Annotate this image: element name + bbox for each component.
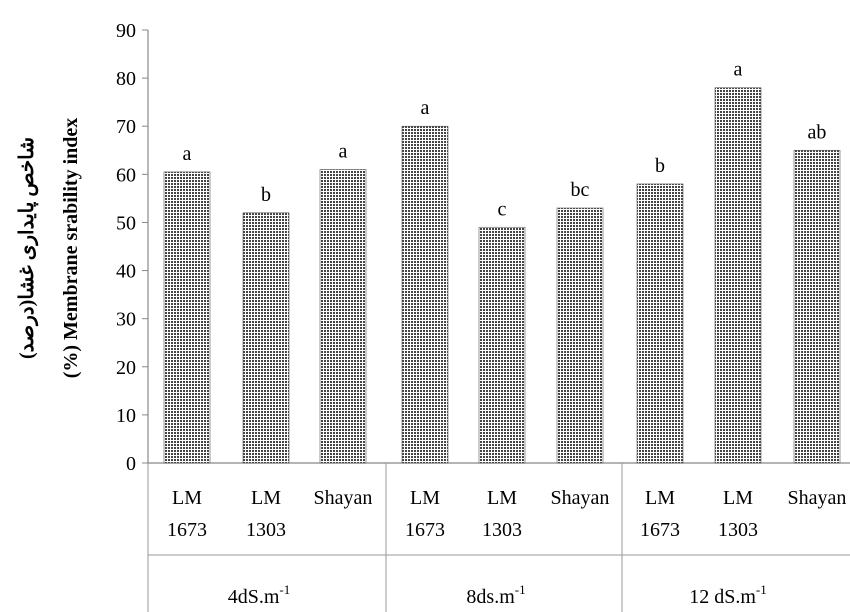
group-label: 12 dS.m-1 xyxy=(689,582,767,608)
category-label-line1: LM xyxy=(410,487,440,509)
y-tick-label: 70 xyxy=(116,116,136,138)
y-tick-label: 60 xyxy=(116,164,136,186)
bar xyxy=(714,87,762,464)
group-label: 8ds.m-1 xyxy=(466,582,525,608)
bars xyxy=(163,87,841,464)
category-label-line1: LM xyxy=(251,487,281,509)
bar xyxy=(401,125,449,464)
bar xyxy=(793,149,841,464)
bar xyxy=(478,226,526,464)
category-label-line1: Shayan xyxy=(314,487,373,509)
bar xyxy=(319,169,367,464)
y-tick-label: 30 xyxy=(116,309,136,331)
category-label-line2: 1673 xyxy=(167,519,207,541)
category-label-line2: 1303 xyxy=(718,519,758,541)
significance-letter: a xyxy=(734,59,743,81)
significance-letter: bc xyxy=(571,179,590,201)
group-labels: 4dS.m-1 8ds.m-1 12 dS.m-1 xyxy=(228,582,767,608)
category-label-line2: 1673 xyxy=(405,519,445,541)
category-label-line1: Shayan xyxy=(788,487,847,509)
significance-letter: c xyxy=(498,198,507,220)
category-label-line1: LM xyxy=(645,487,675,509)
category-label-line2: 1303 xyxy=(482,519,522,541)
significance-letter: a xyxy=(339,141,348,163)
bar xyxy=(556,207,604,464)
category-label-line2: 1673 xyxy=(640,519,680,541)
y-tick-label: 10 xyxy=(116,405,136,427)
significance-letter: ab xyxy=(808,121,827,143)
y-axis-label-persian: شاخص پایداری غشا(درصد) xyxy=(16,137,39,359)
category-label-line1: LM xyxy=(487,487,517,509)
bar xyxy=(242,212,290,464)
y-axis-label-english: (%) Membrane srability index xyxy=(60,118,82,379)
y-tick-labels: 0 10 20 30 40 50 60 70 80 90 xyxy=(116,20,136,475)
bar xyxy=(636,183,684,464)
group-label: 4dS.m-1 xyxy=(228,582,291,608)
y-tick-label: 50 xyxy=(116,212,136,234)
significance-letter: b xyxy=(261,184,271,206)
y-axis-title: شاخص پایداری غشا(درصد) (%) Membrane srab… xyxy=(16,118,82,379)
category-label-line1: LM xyxy=(172,487,202,509)
y-tick-label: 0 xyxy=(126,453,136,475)
significance-letter: b xyxy=(655,155,665,177)
significance-letter: a xyxy=(183,143,192,165)
category-labels: LM 1673 LM 1303 Shayan LM 1673 LM 1303 Shayan LM 16… xyxy=(167,487,846,541)
category-label-line1: LM xyxy=(723,487,753,509)
y-tick-label: 20 xyxy=(116,357,136,379)
y-tick-label: 90 xyxy=(116,20,136,42)
category-label-line1: Shayan xyxy=(551,487,610,509)
y-tick-label: 40 xyxy=(116,261,136,283)
y-tick-label: 80 xyxy=(116,68,136,90)
category-label-line2: 1303 xyxy=(246,519,286,541)
significance-letter: a xyxy=(421,97,430,119)
bar xyxy=(163,171,211,464)
